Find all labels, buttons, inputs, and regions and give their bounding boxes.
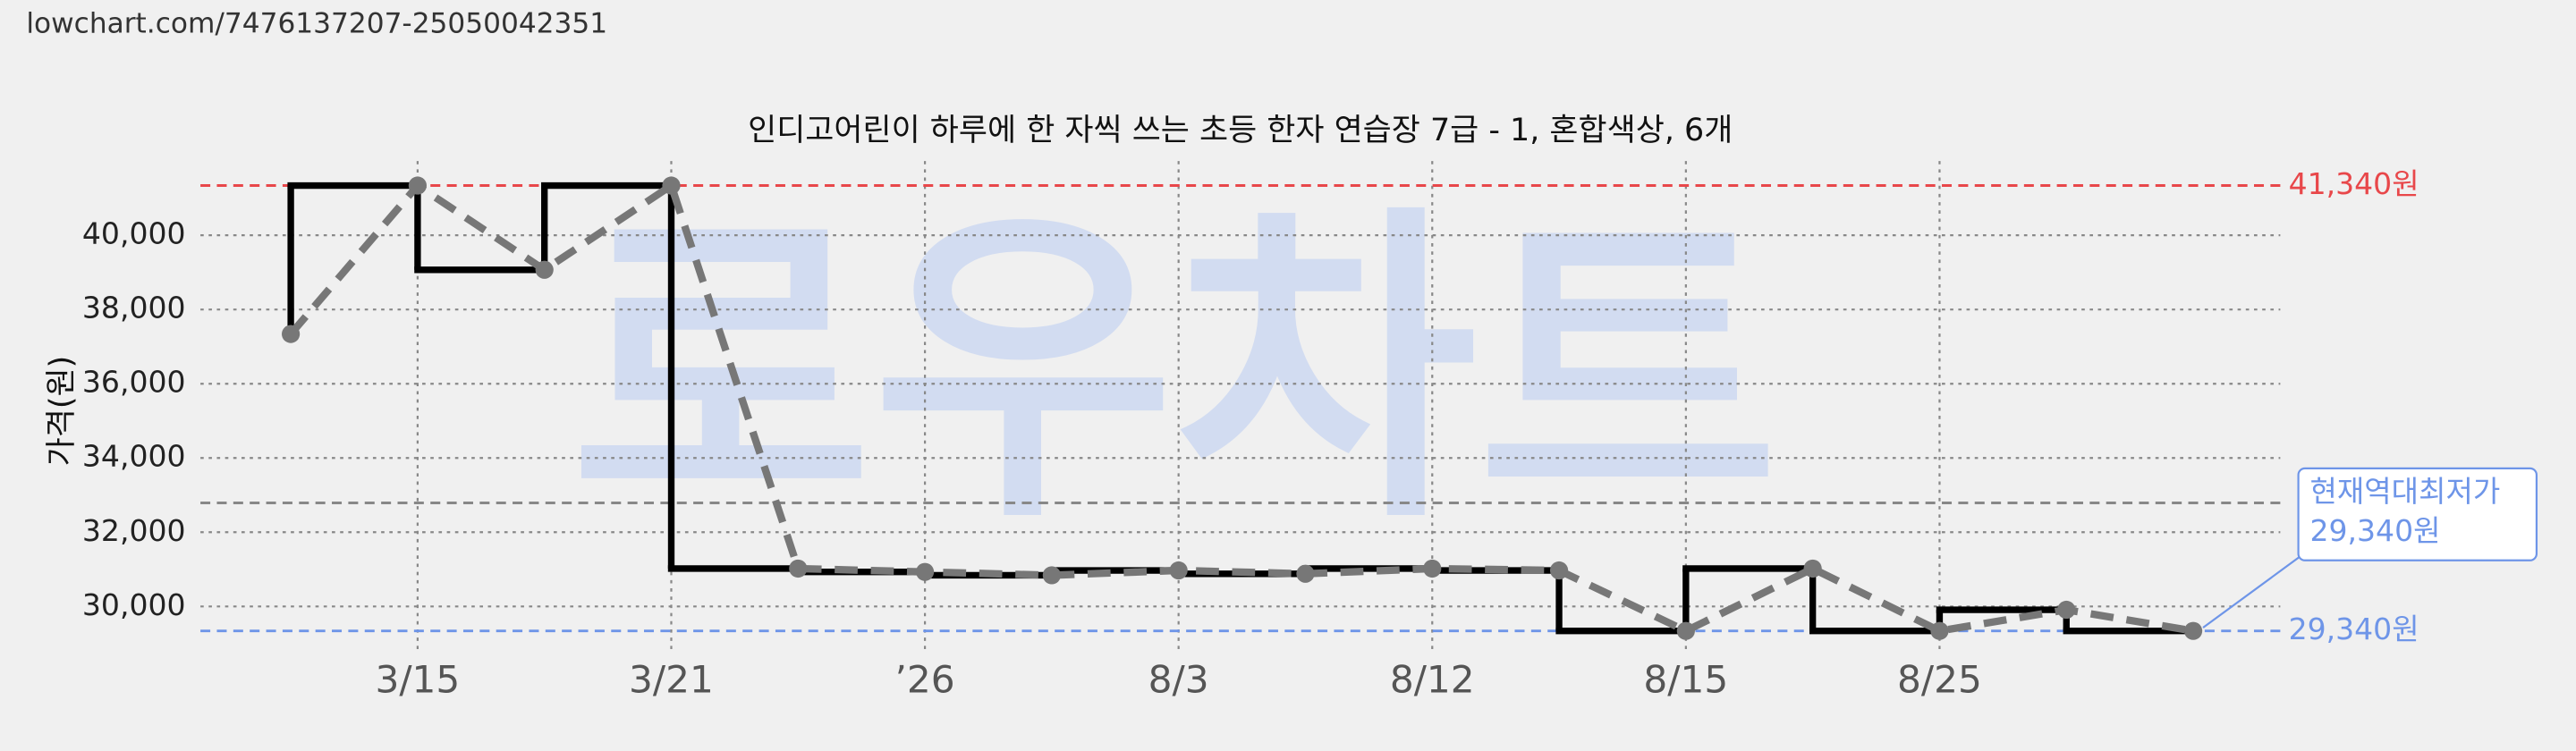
y-tick-label: 40,000 [82,216,186,251]
price-point [1549,561,1569,580]
price-point [1803,559,1822,578]
x-tick-label: 8/25 [1897,657,1982,701]
y-tick-label: 32,000 [82,513,186,548]
reference-label: 41,340원 [2289,166,2419,201]
annotation-label: 29,340원 [2309,513,2440,548]
price-point [789,559,808,578]
reference-label: 29,340원 [2289,612,2419,646]
x-tick-label: 8/3 [1148,657,1209,701]
annotation-box [2297,467,2538,561]
price-point [1042,566,1061,585]
annotation-title: 현재역대최저가 [2309,474,2500,509]
source-url: lowchart.com/7476137207-25050042351 [26,8,607,40]
price-point [282,325,301,343]
price-line [287,180,2194,636]
x-tick-label: 3/21 [629,657,714,701]
watermark: 로우차트 [570,180,1779,562]
annotation-arrow [2202,549,2309,629]
price-point [1296,564,1315,583]
y-tick-label: 36,000 [82,365,186,400]
price-point [1676,621,1695,640]
price-point [408,176,428,195]
x-tick-label: 8/15 [1643,657,1728,701]
y-tick-label: 38,000 [82,291,186,325]
y-tick-label: 30,000 [82,587,186,622]
price-point [1930,621,1949,640]
x-tick-label: 3/15 [375,657,460,701]
price-point [1423,559,1442,578]
price-point [662,176,681,195]
price-point [2183,621,2203,640]
chart-title: 인디고어린이 하루에 한 자씩 쓰는 초등 한자 연습장 7급 - 1, 혼합색… [748,113,1733,148]
x-tick-label: 8/12 [1390,657,1475,701]
price-point [915,562,935,581]
price-point [2057,600,2076,620]
y-axis-label: 가격(원) [44,356,80,467]
x-tick-label: ’26 [894,657,954,701]
y-tick-label: 34,000 [82,439,186,474]
price-point [535,260,554,279]
price-point [1169,561,1188,580]
